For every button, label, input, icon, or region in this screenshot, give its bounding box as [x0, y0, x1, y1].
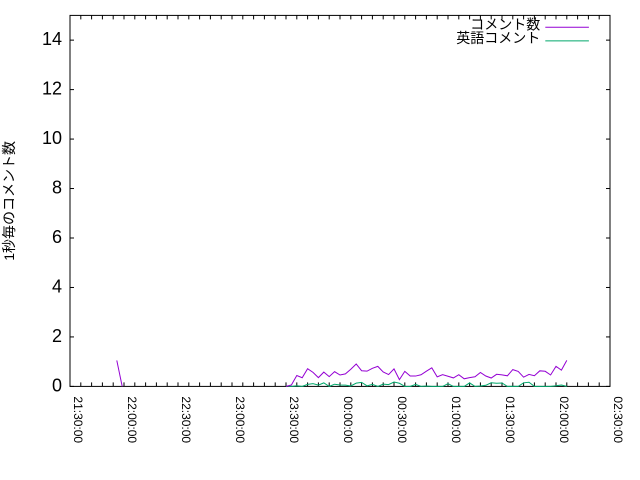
svg-text:01:00:00: 01:00:00 [449, 396, 463, 443]
svg-text:8: 8 [52, 178, 62, 198]
svg-text:2: 2 [52, 326, 62, 346]
svg-text:02:30:00: 02:30:00 [611, 396, 625, 443]
svg-text:23:00:00: 23:00:00 [233, 396, 247, 443]
svg-text:21:30:00: 21:30:00 [71, 396, 85, 443]
svg-text:4: 4 [52, 276, 62, 296]
svg-text:00:00:00: 00:00:00 [341, 396, 355, 443]
svg-text:23:30:00: 23:30:00 [287, 396, 301, 443]
svg-text:22:30:00: 22:30:00 [179, 396, 193, 443]
svg-text:02:00:00: 02:00:00 [557, 396, 571, 443]
svg-text:英語コメント: 英語コメント [456, 30, 540, 46]
svg-text:14: 14 [42, 29, 62, 49]
svg-text:1秒毎のコメント数: 1秒毎のコメント数 [1, 141, 17, 261]
svg-text:6: 6 [52, 227, 62, 247]
svg-text:22:00:00: 22:00:00 [125, 396, 139, 443]
svg-text:12: 12 [42, 79, 62, 99]
svg-text:10: 10 [42, 128, 62, 148]
svg-text:00:30:00: 00:30:00 [395, 396, 409, 443]
svg-text:01:30:00: 01:30:00 [503, 396, 517, 443]
svg-text:0: 0 [52, 375, 62, 395]
